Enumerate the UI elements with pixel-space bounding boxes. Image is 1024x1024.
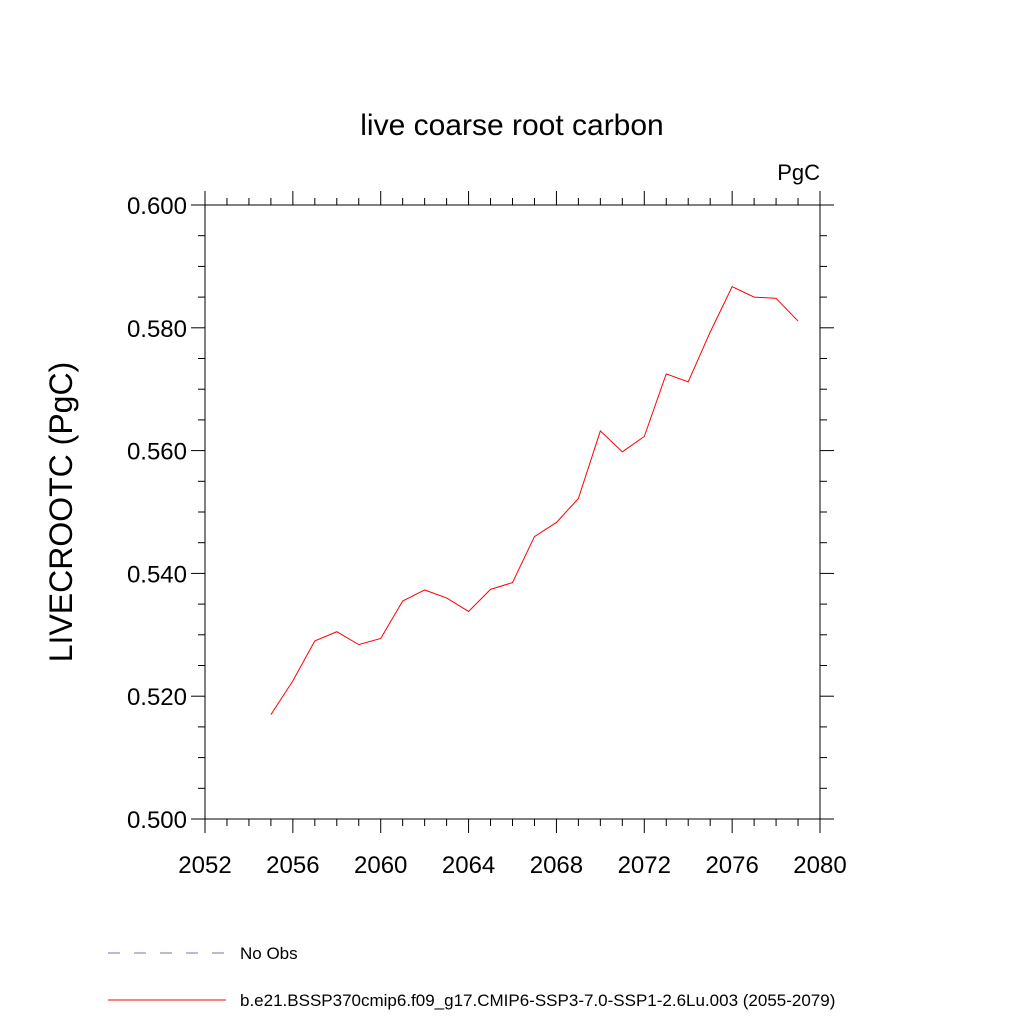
x-tick-label: 2072 xyxy=(618,852,671,879)
y-tick-label: 0.560 xyxy=(127,439,187,466)
legend-label-no-obs: No Obs xyxy=(240,944,298,963)
x-tick-label: 2068 xyxy=(530,852,583,879)
plot-frame xyxy=(204,204,821,820)
legend: No Obs b.e21.BSSP370cmip6.f09_g17.CMIP6-… xyxy=(108,944,835,1010)
chart-title: live coarse root carbon xyxy=(360,109,664,142)
ticks-layer: 2052 2056 2060 2064 2068 2072 2076 2080 0.500 0.5… xyxy=(127,191,847,879)
series-line-0 xyxy=(270,285,799,715)
units-label: PgC xyxy=(777,160,820,185)
y-tick-label: 0.580 xyxy=(127,316,187,343)
y-tick-label: 0.500 xyxy=(127,807,187,834)
y-axis-label: LIVECROOTC (PgC) xyxy=(43,362,79,662)
legend-label-series: b.e21.BSSP370cmip6.f09_g17.CMIP6-SSP3-7.… xyxy=(240,991,835,1010)
x-tick-label: 2060 xyxy=(354,852,407,879)
x-tick-label: 2052 xyxy=(178,852,231,879)
x-tick-label: 2080 xyxy=(793,852,846,879)
x-tick-label: 2076 xyxy=(705,852,758,879)
y-tick-label: 0.600 xyxy=(127,193,187,220)
x-tick-label: 2064 xyxy=(442,852,495,879)
y-tick-label: 0.540 xyxy=(127,561,187,588)
y-tick-label: 0.520 xyxy=(127,684,187,711)
x-tick-label: 2056 xyxy=(266,852,319,879)
series-layer xyxy=(270,285,799,715)
